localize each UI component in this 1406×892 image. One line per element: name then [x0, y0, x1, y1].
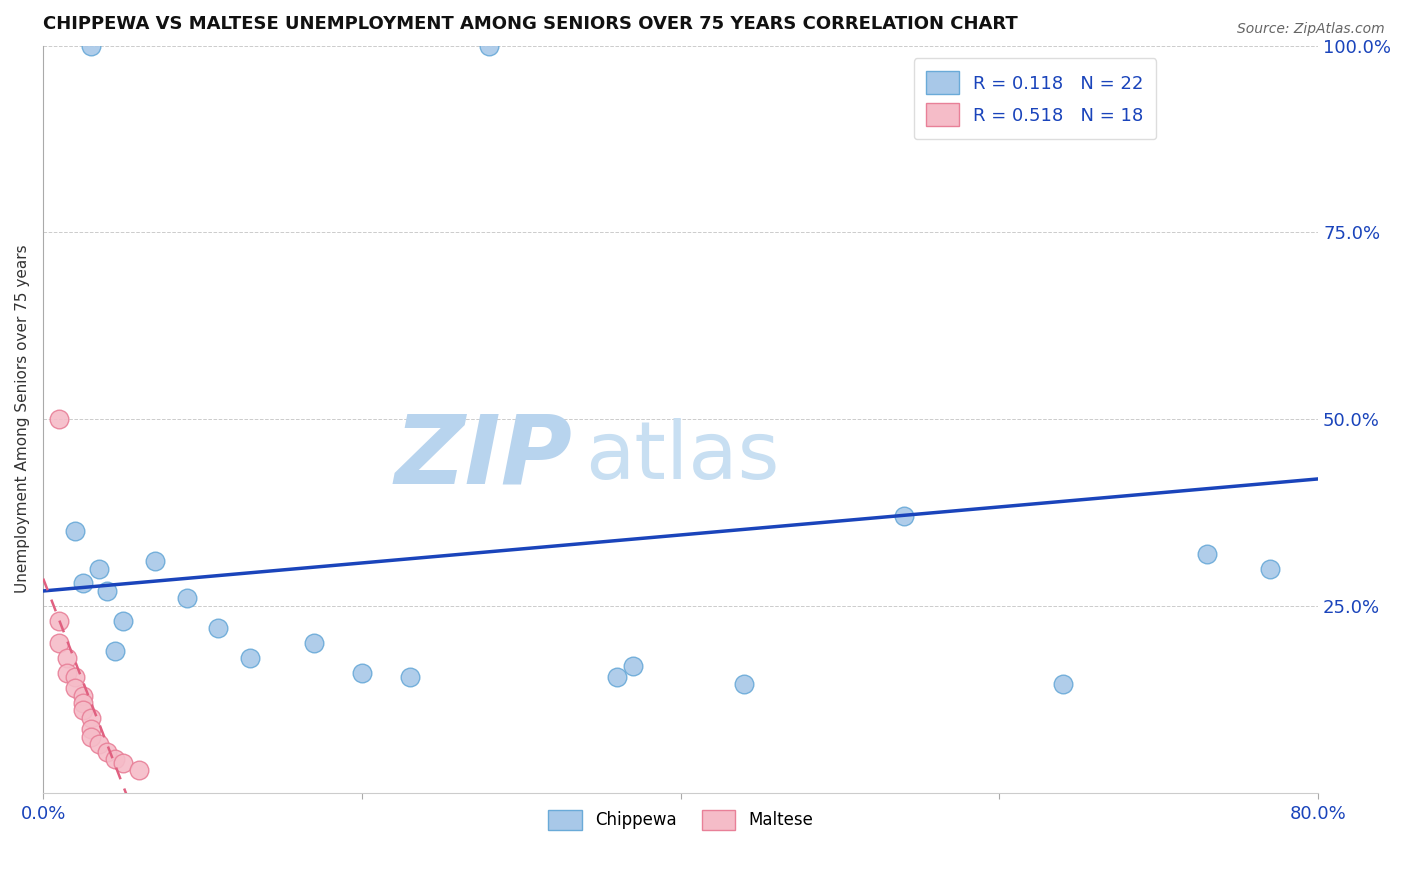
Point — [478, 38, 501, 53]
Point — [80, 730, 103, 744]
Point — [56, 666, 79, 681]
Point — [63, 670, 86, 684]
Text: atlas: atlas — [585, 417, 779, 496]
Point — [239, 651, 262, 665]
Point — [350, 666, 373, 681]
Point — [96, 584, 118, 599]
Point — [72, 576, 94, 591]
Point — [63, 524, 86, 539]
Point — [87, 737, 110, 751]
Point — [80, 711, 103, 725]
Point — [733, 677, 755, 691]
Legend: Chippewa, Maltese: Chippewa, Maltese — [541, 803, 820, 837]
Point — [128, 764, 150, 778]
Point — [63, 681, 86, 695]
Point — [96, 745, 118, 759]
Point — [87, 561, 110, 575]
Point — [1195, 547, 1218, 561]
Point — [621, 658, 644, 673]
Point — [111, 614, 134, 628]
Text: Source: ZipAtlas.com: Source: ZipAtlas.com — [1237, 22, 1385, 37]
Point — [48, 412, 70, 426]
Point — [176, 591, 198, 606]
Point — [893, 509, 915, 524]
Y-axis label: Unemployment Among Seniors over 75 years: Unemployment Among Seniors over 75 years — [15, 244, 30, 593]
Point — [302, 636, 325, 650]
Point — [80, 722, 103, 736]
Point — [72, 704, 94, 718]
Point — [207, 621, 229, 635]
Point — [104, 644, 127, 658]
Text: ZIP: ZIP — [395, 410, 572, 503]
Point — [398, 670, 420, 684]
Point — [80, 38, 103, 53]
Point — [104, 752, 127, 766]
Point — [1052, 677, 1074, 691]
Point — [72, 696, 94, 710]
Text: CHIPPEWA VS MALTESE UNEMPLOYMENT AMONG SENIORS OVER 75 YEARS CORRELATION CHART: CHIPPEWA VS MALTESE UNEMPLOYMENT AMONG S… — [44, 15, 1018, 33]
Point — [56, 651, 79, 665]
Point — [111, 756, 134, 770]
Point — [72, 689, 94, 703]
Point — [48, 636, 70, 650]
Point — [48, 614, 70, 628]
Point — [606, 670, 628, 684]
Point — [1260, 561, 1282, 575]
Point — [143, 554, 166, 568]
